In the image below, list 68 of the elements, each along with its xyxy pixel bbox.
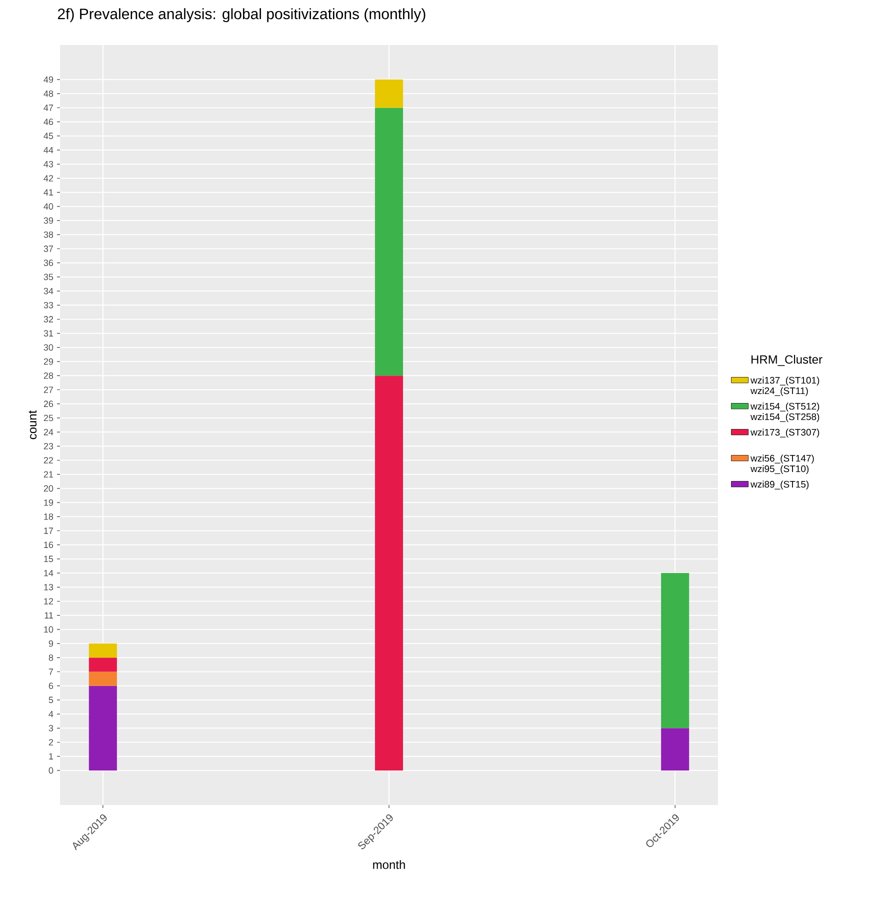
y-tick-label: 42: [44, 175, 54, 182]
legend-label: wzi89_(ST15): [750, 480, 809, 490]
y-tick-label: 31: [44, 330, 54, 337]
y-tick-label: 34: [44, 288, 54, 294]
y-tick-label: 38: [44, 231, 54, 238]
y-tick-label: 12: [44, 598, 54, 604]
y-tick-label: 16: [44, 542, 54, 548]
y-tick-label: 24: [44, 428, 54, 436]
x-axis-title: month: [373, 860, 405, 869]
bar: [88, 686, 117, 770]
y-tick-label: 27: [44, 386, 54, 393]
y-tick-label: 22: [44, 457, 54, 464]
bar: [374, 108, 404, 376]
bar: [374, 80, 404, 108]
y-tick-label: 37: [44, 246, 54, 252]
y-tick-label: 29: [44, 358, 54, 365]
y-tick-label: 7: [48, 668, 54, 675]
y-tick-label: 26: [44, 400, 54, 408]
y-tick-label: 9: [48, 640, 54, 647]
y-tick-label: 23: [44, 442, 54, 450]
y-tick-label: 14: [44, 570, 54, 576]
y-tick-label: 0: [48, 767, 54, 774]
y-tick-label: 3: [48, 724, 54, 732]
y-tick-label: 4: [48, 710, 54, 718]
y-tick-label: 13: [44, 584, 54, 590]
y-tick-label: 6: [48, 682, 54, 690]
bar: [88, 672, 117, 686]
y-tick-label: 19: [44, 499, 54, 506]
y-tick-label: 33: [44, 302, 54, 308]
bar: [88, 644, 117, 658]
y-tick-label: 2: [48, 739, 54, 746]
legend-title: HRM_Cluster: [752, 354, 822, 366]
y-tick-label: 32: [44, 316, 54, 322]
y-tick-label: 5: [48, 696, 54, 704]
y-tick-label: 40: [44, 203, 54, 210]
y-tick-label: 25: [44, 414, 54, 422]
y-tick-label: 30: [44, 344, 54, 351]
legend-label: wzi56_(ST147) wzi95_(ST10): [750, 454, 814, 474]
y-tick-label: 44: [44, 146, 54, 154]
bar: [661, 573, 690, 728]
y-tick-label: 1: [49, 753, 54, 760]
y-tick-label: 41: [44, 189, 54, 196]
legend-label: wzi137_(ST101) wzi24_(ST11): [750, 376, 820, 396]
y-tick-label: 21: [44, 471, 54, 478]
y-tick-label: 15: [44, 556, 54, 562]
y-tick-label: 47: [44, 104, 54, 111]
y-tick-label: 8: [48, 654, 54, 661]
y-tick-label: 20: [44, 485, 54, 492]
bar: [374, 376, 404, 770]
y-tick-label: 11: [44, 612, 54, 618]
legend-label: wzi173_(ST307): [750, 428, 820, 438]
bar: [661, 728, 690, 770]
y-tick-label: 36: [44, 260, 54, 266]
y-tick-label: 39: [44, 217, 54, 224]
y-tick-label: 46: [44, 118, 54, 126]
y-tick-label: 28: [44, 372, 54, 379]
y-tick-label: 45: [44, 132, 54, 140]
chart-title: 2f) Prevalence analysis: global positivizations (monthly): [58, 8, 426, 22]
y-tick-label: 18: [44, 513, 54, 520]
y-tick-label: 49: [44, 76, 54, 83]
y-axis-title: count: [28, 410, 37, 440]
legend-label: wzi154_(ST512) wzi154_(ST258): [750, 402, 820, 422]
bar: [88, 658, 117, 672]
y-tick-label: 48: [44, 90, 54, 97]
y-tick-label: 35: [44, 274, 54, 280]
y-tick-label: 43: [44, 160, 54, 168]
y-tick-label: 10: [44, 626, 54, 633]
y-tick-label: 17: [44, 528, 54, 534]
